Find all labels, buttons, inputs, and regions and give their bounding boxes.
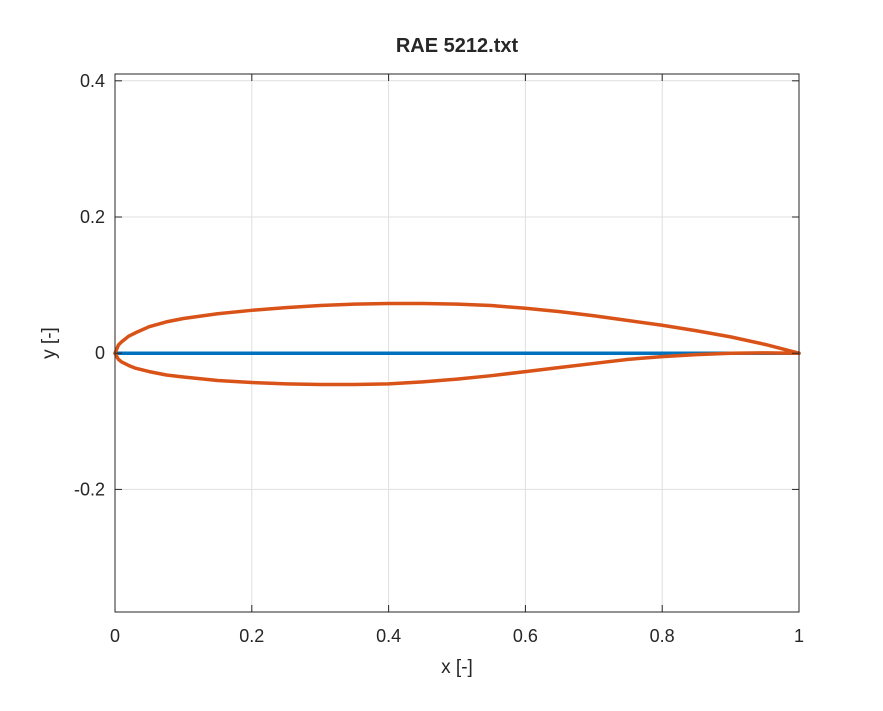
x-tick-label-4: 0.8	[650, 626, 675, 646]
plot-box	[114, 73, 800, 613]
plot-area	[115, 74, 799, 612]
chart-title: RAE 5212.txt	[396, 35, 519, 57]
y-tick-label-0: -0.2	[74, 479, 105, 499]
y-tick-label-2: 0.2	[80, 207, 105, 227]
tick-layer: 0 0.2 0.4 0.6 0.8 1 -0.2 0 0.2 0.4	[74, 71, 804, 646]
x-tick-label-5: 1	[794, 626, 804, 646]
y-axis-label: y [-]	[39, 327, 60, 359]
y-tick-label-1: 0	[95, 343, 105, 363]
x-tick-label-3: 0.6	[513, 626, 538, 646]
x-axis-label: x [-]	[441, 657, 473, 678]
x-tick-label-2: 0.4	[376, 626, 401, 646]
x-tick-label-0: 0	[110, 626, 120, 646]
y-tick-label-3: 0.4	[80, 71, 105, 91]
x-tick-label-1: 0.2	[239, 626, 264, 646]
